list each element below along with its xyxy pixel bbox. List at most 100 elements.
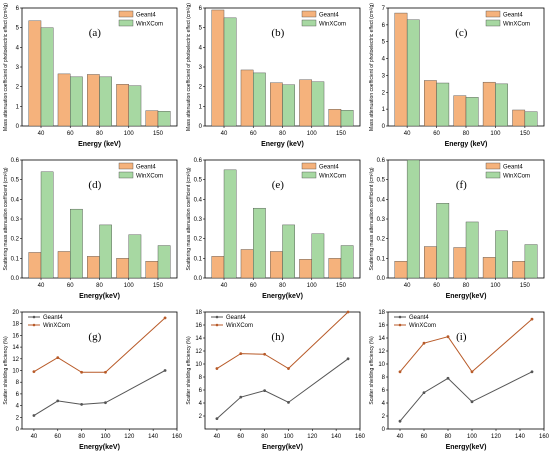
x-axis-label: Energy(keV) — [79, 293, 120, 300]
x-tick-label: 80 — [463, 131, 470, 137]
x-tick-label: 60 — [54, 434, 61, 440]
chart-i-svg: 0 2 4 6 8 10 12 14 16 18 Scatter shielding efficie… — [369, 310, 550, 451]
legend-marker — [32, 315, 36, 319]
bar-geant4 — [512, 261, 526, 279]
data-point-geant4 — [346, 357, 350, 361]
x-tick-label: 140 — [515, 434, 526, 440]
x-tick-label: 100 — [467, 434, 478, 440]
y-axis-label: Mass attenuation coefficient of photoele… — [369, 3, 375, 131]
x-tick-label: 60 — [67, 283, 74, 289]
x-tick-label: 80 — [279, 283, 286, 289]
x-axis-label: Energy(keV) — [79, 444, 120, 451]
legend-swatch — [301, 171, 317, 179]
y-tick-label: 0 — [382, 427, 386, 433]
bar-winxcom — [40, 171, 54, 279]
data-point-geant4 — [80, 403, 84, 406]
bar-geant4 — [240, 249, 254, 279]
legend-label: WinXCom — [226, 323, 253, 329]
x-tick-label: 100 — [124, 283, 135, 289]
x-tick-label: 40 — [397, 434, 404, 440]
y-tick-label: 0.4 — [11, 197, 20, 203]
y-tick-label: 0.3 — [194, 217, 203, 223]
y-tick-label: 0 — [199, 124, 203, 130]
data-point-geant4 — [56, 399, 60, 403]
legend-label: WinXCom — [43, 323, 70, 329]
data-point-winxcom — [32, 370, 36, 374]
data-point-geant4 — [470, 400, 474, 404]
bar-winxcom — [436, 203, 450, 279]
legend-swatch — [485, 10, 501, 18]
bar-winxcom — [495, 83, 508, 127]
legend-marker — [215, 315, 219, 319]
bar-geant4 — [453, 247, 467, 279]
y-tick-label: 3 — [16, 65, 20, 71]
x-tick-label: 160 — [172, 434, 183, 440]
x-axis-label: Energy(keV) — [446, 444, 487, 451]
legend-swatch — [485, 19, 501, 27]
y-tick-label: 4 — [382, 57, 386, 63]
y-tick-label: 2 — [382, 90, 386, 96]
chart-b-svg: 0 1 2 3 4 5 6 Mass attenuation coefficient of p… — [186, 3, 361, 148]
bar-winxcom — [70, 76, 83, 127]
chart-b: 0 1 2 3 4 5 6 Mass attenuation coefficient of p… — [183, 0, 366, 152]
bar-winxcom — [70, 208, 83, 279]
bar-winxcom — [99, 76, 112, 127]
panel-label: (i) — [456, 331, 467, 343]
x-axis-label: Energy (keV) — [78, 141, 121, 148]
data-point-winxcom — [346, 310, 350, 314]
y-axis-label: Mass attenuation coefficient of photoele… — [186, 3, 192, 131]
data-point-winxcom — [398, 370, 402, 374]
y-tick-label: 3 — [382, 73, 386, 79]
plot-frame — [387, 311, 545, 430]
x-tick-label: 100 — [283, 434, 294, 440]
y-tick-label: 1 — [382, 107, 386, 113]
data-point-geant4 — [215, 417, 219, 420]
x-tick-label: 80 — [279, 131, 286, 137]
data-point-winxcom — [263, 352, 267, 356]
y-tick-label: 4 — [199, 45, 203, 51]
bar-winxcom — [436, 82, 450, 127]
bar-geant4 — [145, 261, 159, 279]
bar-geant4 — [116, 258, 129, 279]
y-tick-label: 0 — [16, 427, 20, 433]
y-tick-label: 6 — [16, 6, 20, 12]
bar-geant4 — [424, 246, 437, 279]
y-axis-label: Scatter shielding efficiency (%) — [186, 336, 192, 405]
y-tick-label: 0.2 — [194, 237, 203, 243]
data-point-geant4 — [32, 414, 36, 417]
y-tick-label: 0.0 — [194, 276, 203, 282]
x-tick-label: 100 — [307, 131, 318, 137]
data-point-geant4 — [239, 395, 243, 399]
plot-frame — [204, 311, 361, 430]
data-point-winxcom — [56, 356, 60, 360]
y-tick-label: 4 — [16, 45, 20, 51]
y-tick-label: 10 — [378, 362, 385, 368]
panel-label: (f) — [456, 179, 467, 191]
y-tick-label: 0.1 — [377, 256, 386, 262]
y-tick-label: 2 — [382, 414, 386, 420]
y-axis-label: Scattering mass attenuation coefficient … — [186, 167, 192, 270]
series-line-geant4 — [33, 370, 166, 416]
x-tick-label: 40 — [38, 131, 45, 137]
bar-winxcom — [128, 85, 142, 127]
data-point-geant4 — [422, 391, 426, 394]
x-axis-label: Energy(keV) — [446, 293, 487, 300]
x-tick-label: 100 — [100, 434, 111, 440]
data-point-geant4 — [530, 370, 534, 374]
legend-swatch — [118, 19, 134, 27]
bar-winxcom — [128, 234, 142, 279]
y-tick-label: 0.4 — [377, 197, 386, 203]
x-tick-label: 80 — [463, 283, 470, 289]
bar-geant4 — [211, 256, 225, 279]
y-tick-label: 10 — [12, 369, 19, 375]
y-tick-label: 3 — [199, 65, 203, 71]
bar-geant4 — [299, 259, 312, 279]
y-tick-label: 2 — [16, 85, 20, 91]
y-tick-label: 6 — [382, 388, 386, 394]
y-tick-label: 4 — [16, 404, 20, 410]
y-tick-label: 0.5 — [194, 178, 203, 184]
y-tick-label: 0.6 — [377, 158, 386, 164]
x-tick-label: 150 — [336, 283, 347, 289]
chart-c-svg: 0 1 2 3 4 5 6 7 Mass attenuation coefficient of … — [369, 3, 545, 148]
legend-label: Geant4 — [503, 165, 523, 171]
